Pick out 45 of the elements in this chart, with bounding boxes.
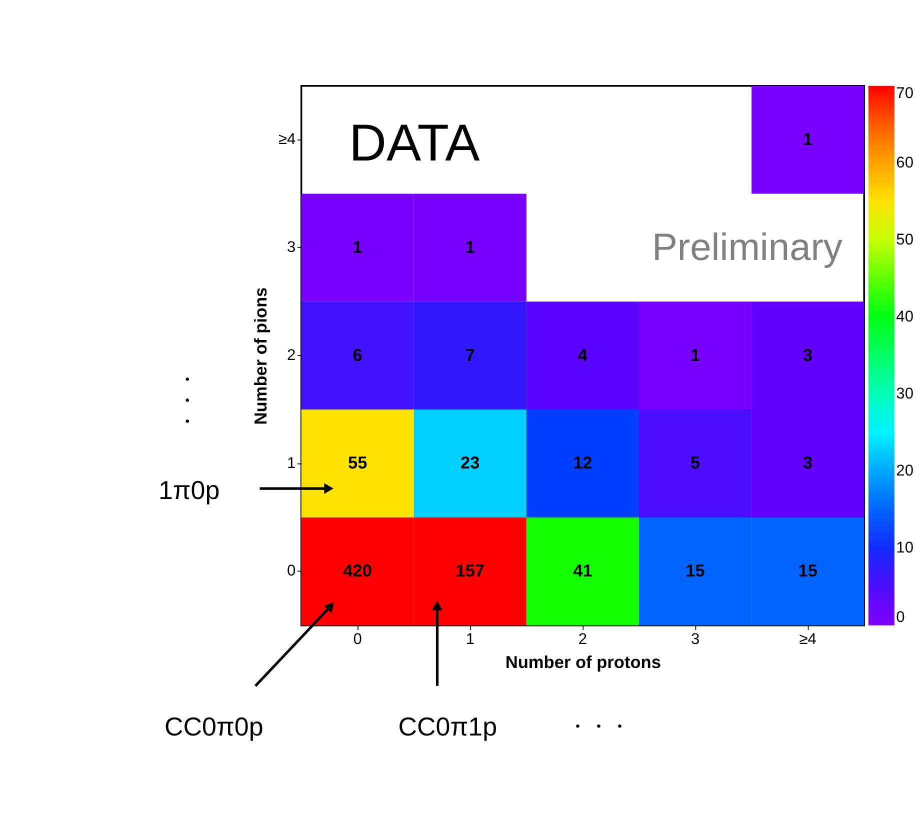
- color-bar-label: 20: [896, 462, 914, 480]
- text: CC0π1p: [398, 711, 498, 742]
- data-label: 1: [690, 344, 700, 365]
- data-label: 5: [690, 452, 700, 473]
- data-label: 1: [803, 129, 814, 150]
- data-label: 4: [578, 344, 588, 365]
- data-label: 12: [573, 452, 592, 473]
- x-axis-title: Number of protons: [505, 652, 661, 672]
- data-label: 3: [803, 452, 813, 473]
- y-axis-title: Number of pions: [250, 287, 270, 425]
- y-tick-label: ≥4: [278, 131, 296, 148]
- data-label: 3: [803, 344, 813, 365]
- text: CC0π0p: [164, 711, 264, 742]
- color-bar-label: 30: [896, 385, 914, 402]
- color-bar-label: 70: [896, 85, 914, 102]
- data-label: 1: [352, 236, 363, 257]
- color-bar-label: 40: [896, 308, 914, 326]
- x-tick-label: ≥4: [799, 630, 817, 648]
- text: ・・・: [567, 716, 630, 739]
- data-label: 23: [460, 452, 480, 473]
- color-bar-label: 0: [896, 608, 906, 626]
- data-label: 55: [348, 452, 368, 473]
- y-tick-label: 1: [287, 454, 296, 472]
- y-tick-label: 2: [287, 346, 296, 364]
- annotation: Preliminary: [652, 226, 842, 269]
- data-label: 157: [456, 560, 485, 581]
- data-label: 420: [343, 560, 372, 581]
- annotation: DATA: [348, 114, 480, 172]
- x-tick-label: 3: [690, 630, 700, 648]
- data-label: 41: [573, 560, 593, 581]
- x-tick-label: 1: [466, 630, 474, 648]
- data-label: 15: [686, 560, 706, 581]
- x-tick-label: 2: [578, 630, 588, 648]
- y-tick-label: 0: [287, 562, 296, 580]
- data-label: 15: [798, 560, 818, 581]
- data-label: 6: [352, 344, 362, 365]
- color-bar-label: 50: [896, 231, 914, 248]
- data-label: 7: [465, 344, 475, 365]
- text: 1π0p: [158, 474, 220, 505]
- text: ・・・: [175, 368, 198, 432]
- data-label: 1: [465, 236, 476, 257]
- color-bar-label: 60: [896, 154, 914, 172]
- y-tick-label: 3: [287, 239, 296, 256]
- x-tick-label: 0: [353, 630, 362, 648]
- color-bar-label: 10: [896, 540, 914, 557]
